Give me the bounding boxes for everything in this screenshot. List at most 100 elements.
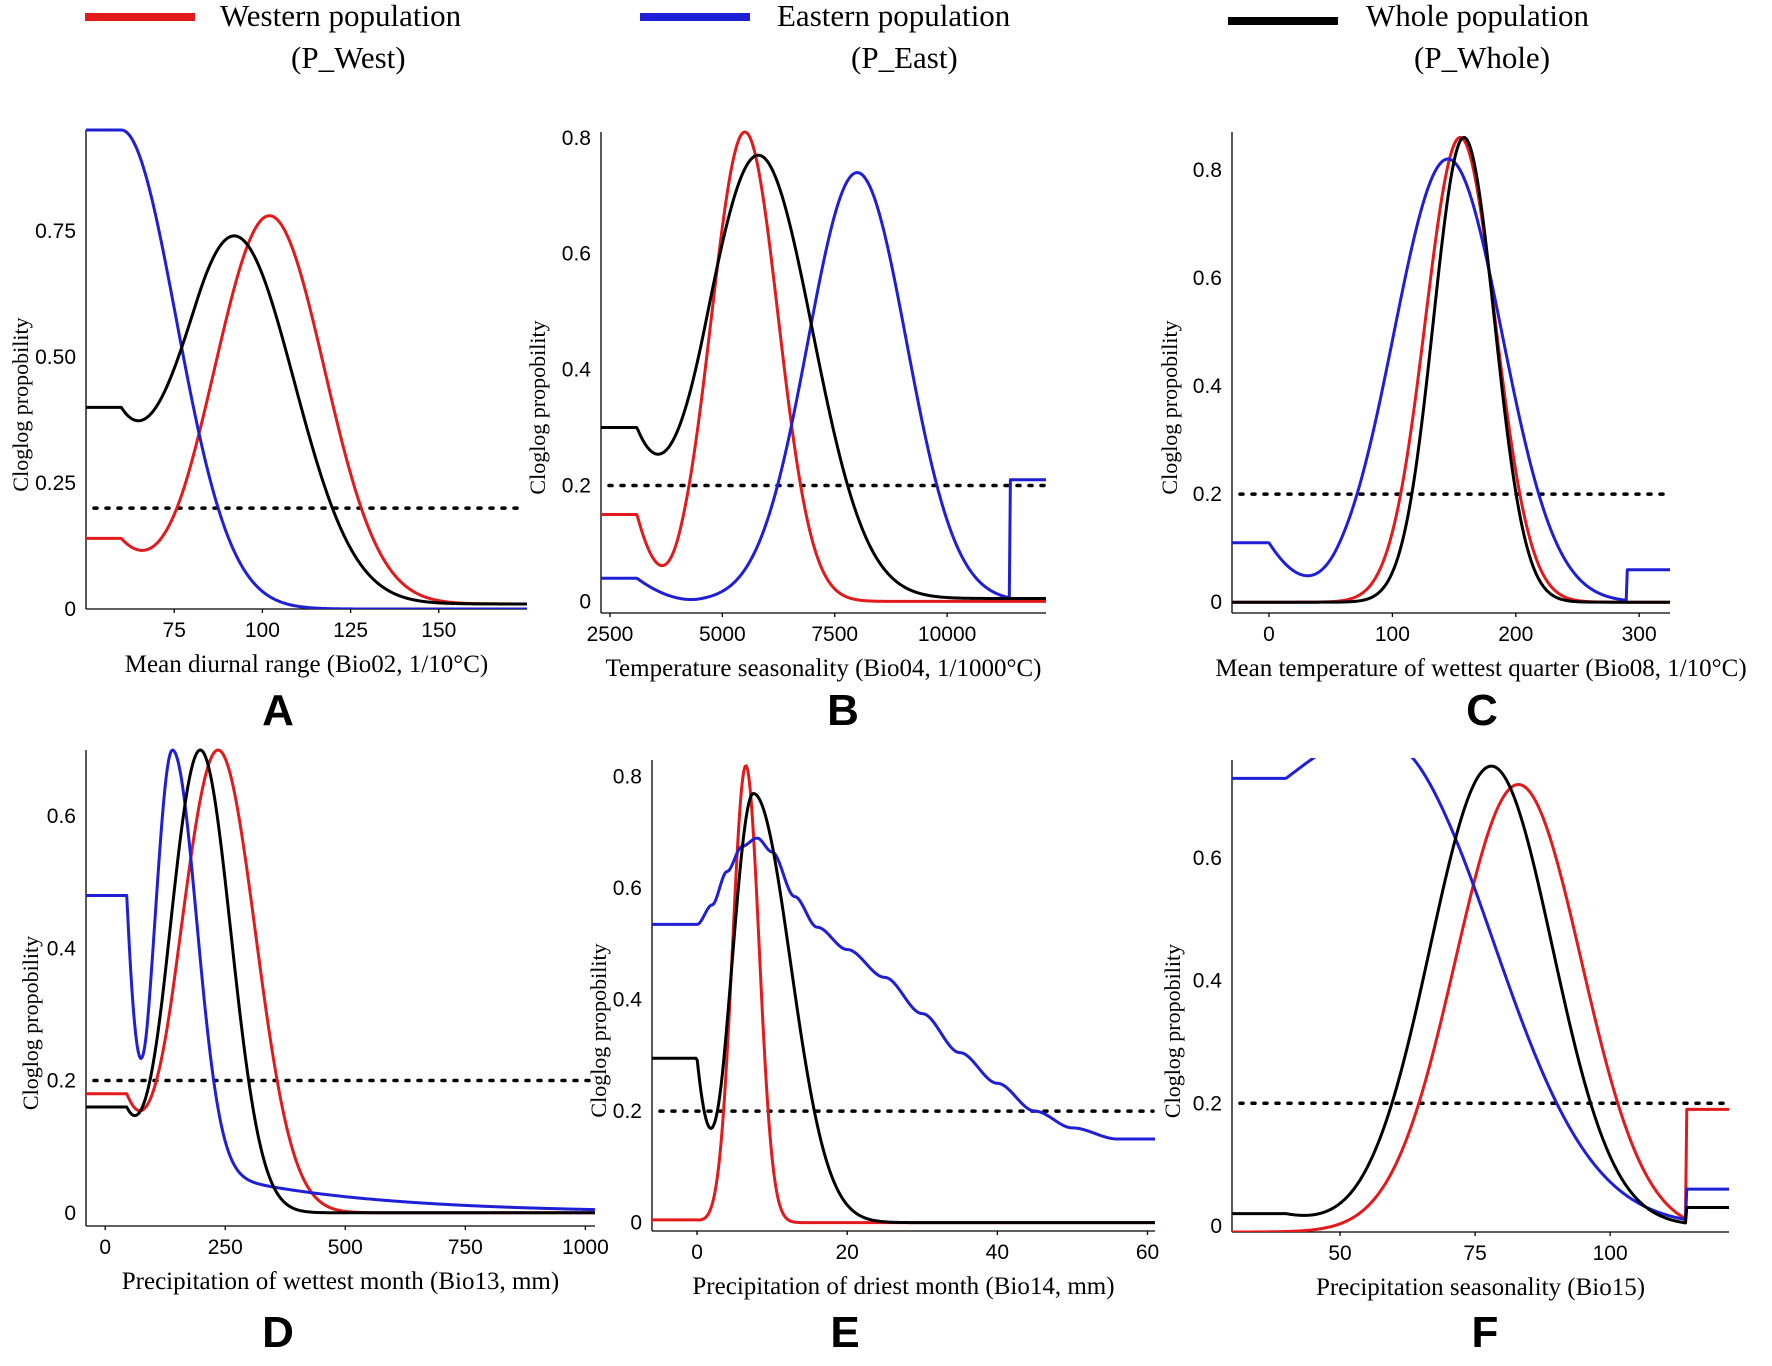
panel-b-x-tick-label: 7500 (811, 623, 858, 646)
panel-d-x-tick-label: 0 (99, 1236, 111, 1259)
panel-a-y-label: Cloglog propobility (8, 317, 33, 491)
panel-f-y-tick-label: 0.2 (1193, 1092, 1222, 1115)
panel-a-x-tick-label: 75 (163, 619, 186, 642)
panel-d-y-tick-label: 0.4 (47, 937, 77, 960)
panel-e-letter: E (830, 1308, 859, 1357)
panel-d-x-tick-label: 750 (448, 1236, 483, 1259)
panel-b: 2500 5000 7500 10000 0 0.2 0.4 0.6 0.8 Temperatur… (525, 127, 1046, 735)
panel-e: 0 20 40 60 0 0.2 0.4 0.6 0.8 Precipitation of dri… (586, 760, 1159, 1357)
panel-b-y-tick-label: 0.8 (562, 127, 591, 150)
legend-item-whole: Whole population (P_Whole) (1228, 0, 1589, 75)
panel-c-y-label: Cloglog propobility (1157, 320, 1182, 494)
panel-a-x-tick-label: 125 (333, 619, 368, 642)
panel-a-y-tick-label: 0 (64, 598, 76, 621)
panel-e-y-tick-label: 0.8 (613, 766, 642, 789)
panel-c-y-tick-label: 0.8 (1193, 159, 1222, 182)
panel-f-y-tick-label: 0.6 (1193, 847, 1222, 870)
legend-item-west: Western population (P_West) (85, 0, 462, 75)
panel-a-x-tick-label: 100 (245, 619, 280, 642)
panel-e-x-tick-label: 20 (836, 1241, 859, 1264)
panel-f-y-label: Cloglog propobility (1160, 944, 1185, 1118)
panel-d-y-tick-label: 0.6 (47, 805, 76, 828)
panel-b-x-tick-label: 10000 (918, 623, 976, 646)
panel-c-y-tick-label: 0.4 (1193, 375, 1223, 398)
panel-b-y-label: Cloglog propobility (525, 320, 550, 494)
panels: 75 100 125 150 0 0.25 0.50 0.75 Mean diurnal ran… (8, 127, 1747, 1357)
panel-d-series-whole (86, 748, 595, 1215)
panel-b-x-tick-label: 2500 (587, 623, 634, 646)
panel-a-x-tick-label: 150 (421, 619, 456, 642)
panel-c-y-tick-label: 0.2 (1193, 483, 1222, 506)
legend-sublabel-east: (P_East) (851, 40, 958, 75)
legend-sublabel-whole: (P_Whole) (1414, 40, 1550, 75)
panel-d: 0 250 500 750 1000 0 0.2 0.4 0.6 Precipitation of… (18, 748, 609, 1357)
panel-e-x-tick-label: 40 (986, 1241, 1009, 1264)
panel-f-y-tick-label: 0 (1210, 1215, 1222, 1238)
legend-label-east: Eastern population (777, 0, 1011, 33)
panel-d-x-label: Precipitation of wettest month (Bio13, m… (122, 1268, 559, 1295)
panel-c-series-whole (1232, 135, 1670, 604)
panel-f-series-whole (1232, 764, 1729, 1225)
panel-c-x-label: Mean temperature of wettest quarter (Bio… (1215, 655, 1746, 682)
panel-d-x-tick-label: 250 (208, 1236, 243, 1259)
panel-c-x-tick-label: 300 (1622, 623, 1657, 646)
panel-f-x-tick-label: 75 (1463, 1242, 1486, 1265)
panel-d-y-tick-label: 0.2 (47, 1070, 76, 1093)
panel-f-x-tick-label: 100 (1593, 1242, 1628, 1265)
panel-a-x-label: Mean diurnal range (Bio02, 1/10°C) (125, 651, 488, 678)
panel-a-y-tick-label: 0.75 (35, 220, 76, 243)
panel-f: 50 75 100 0 0.2 0.4 0.6 Precipitation seasonali… (1160, 758, 1729, 1357)
panel-c-series-west (1232, 135, 1670, 604)
panel-e-x-tick-label: 0 (691, 1241, 703, 1264)
panel-c-y-tick-label: 0.6 (1193, 267, 1222, 290)
panel-c-series-east (1232, 157, 1670, 602)
panel-c-x-tick-label: 100 (1375, 623, 1410, 646)
legend-sublabel-west: (P_West) (291, 40, 406, 75)
panel-d-y-label: Cloglog propobility (18, 936, 43, 1110)
panel-e-y-tick-label: 0 (630, 1212, 642, 1235)
panel-c-x-tick-label: 0 (1263, 623, 1275, 646)
panel-b-x-label: Temperature seasonality (Bio04, 1/1000°C… (606, 655, 1042, 682)
panel-b-series-east (601, 171, 1046, 602)
panel-a-series-west (86, 214, 527, 606)
panel-e-x-label: Precipitation of driest month (Bio14, mm… (692, 1273, 1114, 1300)
panel-d-x-tick-label: 500 (328, 1236, 363, 1259)
legend-label-west: Western population (220, 0, 462, 33)
panel-e-x-tick-label: 60 (1136, 1241, 1159, 1264)
panel-f-y-tick-label: 0.4 (1193, 970, 1223, 993)
panel-f-x-label: Precipitation seasonality (Bio15) (1316, 1274, 1645, 1301)
panel-b-x-tick-label: 5000 (699, 623, 746, 646)
panel-f-letter: F (1472, 1308, 1499, 1357)
panel-b-y-tick-label: 0.2 (562, 475, 591, 498)
panel-f-series-east (1232, 758, 1729, 1222)
legend-item-east: Eastern population (P_East) (640, 0, 1011, 75)
panel-e-y-tick-label: 0.4 (613, 989, 643, 1012)
legend: Western population (P_West) Eastern popu… (85, 0, 1589, 75)
panel-e-series-east (652, 836, 1155, 1141)
panel-d-letter: D (262, 1308, 294, 1357)
panel-c-x-tick-label: 200 (1498, 623, 1533, 646)
panel-b-letter: B (827, 686, 859, 735)
panel-f-series-west (1232, 783, 1729, 1232)
panel-a-y-tick-label: 0.25 (35, 472, 76, 495)
panel-a-y-tick-label: 0.50 (35, 346, 76, 369)
panel-e-y-label: Cloglog propobility (586, 943, 611, 1117)
panel-c-y-tick-label: 0 (1210, 591, 1222, 614)
panel-c-letter: C (1466, 686, 1498, 735)
legend-label-whole: Whole population (1366, 0, 1589, 33)
panel-d-series-east (86, 748, 595, 1212)
panel-a-series-whole (86, 234, 527, 606)
panel-e-y-tick-label: 0.6 (613, 877, 642, 900)
panel-b-y-tick-label: 0.6 (562, 243, 591, 266)
panel-b-y-tick-label: 0 (579, 590, 591, 613)
panel-a-series-east (86, 128, 527, 609)
panel-d-y-tick-label: 0 (64, 1202, 76, 1225)
panel-b-series-whole (601, 153, 1046, 601)
panel-a-letter: A (262, 686, 294, 735)
panel-a: 75 100 125 150 0 0.25 0.50 0.75 Mean diurnal ran… (8, 128, 527, 735)
panel-e-y-tick-label: 0.2 (613, 1100, 642, 1123)
panel-f-x-tick-label: 50 (1328, 1242, 1351, 1265)
panel-e-series-whole (652, 791, 1155, 1225)
panel-d-x-tick-label: 1000 (562, 1236, 609, 1259)
